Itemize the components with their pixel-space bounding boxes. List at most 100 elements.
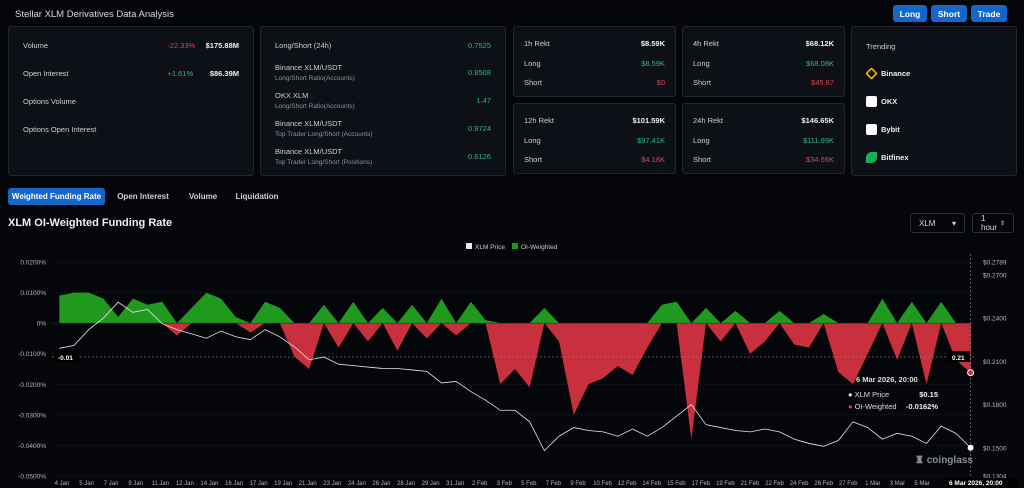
options-volume-row: Options Volume <box>23 97 239 106</box>
x-tick: 10 Feb <box>593 481 612 487</box>
x-tick: 26 Feb <box>814 481 833 487</box>
y-left-tick: 0.0100% <box>20 290 46 297</box>
short-button[interactable]: Short <box>931 5 967 22</box>
x-tick: 26 Jan <box>372 481 390 487</box>
label: Binance XLM/USDT <box>275 119 343 128</box>
crosshair-x-label: 6 Mar 2026, 20:00 <box>949 480 1003 487</box>
tab-liquidation[interactable]: Liquidation <box>235 192 279 201</box>
trending-okx[interactable]: OKX <box>866 96 897 107</box>
y-left-tick: 0% <box>37 321 47 328</box>
ratio-row: OKX XLM Long/Short Ratio(Accounts) 1.47 <box>275 91 491 110</box>
rekt-total: $8.59K <box>640 39 665 48</box>
short-label: Short <box>693 155 711 164</box>
x-tick: 9 Feb <box>570 481 586 487</box>
x-tick: 22 Feb <box>765 481 784 487</box>
x-tick: 15 Feb <box>667 481 686 487</box>
value: 1.47 <box>476 96 491 105</box>
long-label: Long <box>524 136 541 145</box>
rekt-total: $68.12K <box>805 39 834 48</box>
rekt-card: 1h Rekt $8.59K Long $8.59K Short $0 <box>513 26 676 97</box>
x-tick: 5 Mar <box>914 481 929 487</box>
sublabel: Long/Short Ratio(Accounts) <box>275 75 355 82</box>
x-tick: 14 Feb <box>642 481 661 487</box>
y-right-tick: $0.1500 <box>983 445 1007 452</box>
open-interest-row: Open Interest +1.61% $86.39M <box>23 69 239 78</box>
interval-select[interactable]: 1 hour ⇕ <box>972 213 1014 233</box>
long-button[interactable]: Long <box>893 5 927 22</box>
long-label: Long <box>693 59 710 68</box>
value: $175.88M <box>205 41 239 50</box>
x-tick: 9 Jan <box>128 481 143 487</box>
x-tick: 7 Feb <box>546 481 562 487</box>
rekt-long: $8.59K <box>641 59 665 68</box>
x-tick: 23 Jan <box>323 481 341 487</box>
ratios-card: Long/Short (24h) 0.7525 Binance XLM/USDT L… <box>260 26 506 176</box>
rekt-total: $101.59K <box>632 116 665 125</box>
x-tick: 12 Jan <box>176 481 194 487</box>
exchange-name: Bitfinex <box>881 153 909 162</box>
bitfinex-icon <box>866 152 877 163</box>
rekt-short: $34.66K <box>806 155 834 164</box>
x-tick: 16 Jan <box>225 481 243 487</box>
rekt-title: 1h Rekt <box>524 39 550 48</box>
symbol-select[interactable]: XLM ▾ <box>910 213 965 233</box>
tab-open-interest[interactable]: Open Interest <box>117 192 169 201</box>
rate-point <box>967 369 975 377</box>
funding-negative-area <box>59 323 971 440</box>
tab-weighted-funding-rate[interactable]: Weighted Funding Rate <box>8 188 105 205</box>
label: Volume <box>23 41 49 50</box>
coinglass-watermark: ♜ coinglass <box>915 455 973 466</box>
x-tick: 19 Feb <box>716 481 735 487</box>
rekt-long: $111.99K <box>803 136 834 145</box>
tooltip-price-label: XLM Price <box>854 390 890 399</box>
x-tick: 24 Feb <box>790 481 809 487</box>
y-left-tick: -0.0500% <box>18 474 46 481</box>
label: OKX XLM <box>275 91 309 100</box>
x-tick: 12 Feb <box>618 481 637 487</box>
y-left-tick: -0.0400% <box>18 443 46 450</box>
rekt-card: 24h Rekt $146.65K Long $111.99K Short $34.6… <box>682 103 845 174</box>
rekt-card: 4h Rekt $68.12K Long $68.08K Short $45.87 <box>682 26 845 97</box>
trending-bitfinex[interactable]: Bitfinex <box>866 152 909 163</box>
trade-button[interactable]: Trade <box>971 5 1007 22</box>
ratio-row: Binance XLM/USDT Top Trader Long/Short (P… <box>275 147 491 166</box>
x-tick: 7 Jan <box>104 481 119 487</box>
x-tick: 2 Feb <box>472 481 488 487</box>
value: 0.6126 <box>468 152 491 161</box>
crosshair-left-label: -0.01 <box>58 355 73 362</box>
tab-volume[interactable]: Volume <box>188 192 218 201</box>
x-tick: 28 Jan <box>397 481 415 487</box>
funding-rate-chart[interactable]: XLM Price OI-Weighted 0.0200% 0.0100% 0% -0.0… <box>0 238 1024 488</box>
y-left-tick: -0.0300% <box>18 412 46 419</box>
funding-positive-area <box>59 292 971 324</box>
sublabel: Top Trader Long/Short (Accounts) <box>275 131 373 138</box>
y-left-tick: 0.0200% <box>20 260 46 267</box>
coinglass-logo-icon: ♜ <box>915 455 924 466</box>
trending-title: Trending <box>866 42 896 51</box>
crosshair-x-box <box>946 478 1018 488</box>
x-tick: 5 Jan <box>79 481 94 487</box>
x-tick: 21 Jan <box>299 481 317 487</box>
rekt-title: 24h Rekt <box>693 116 724 125</box>
x-tick: 4 Jan <box>55 481 70 487</box>
ratio-row: Binance XLM/USDT Top Trader Long/Short (A… <box>275 119 491 138</box>
x-tick: 3 Mar <box>890 481 905 487</box>
rekt-title: 4h Rekt <box>693 39 719 48</box>
short-label: Short <box>693 78 711 87</box>
y-right-tick: $0.2789 <box>983 260 1007 267</box>
change: -22.33% <box>167 41 196 50</box>
exchange-name: Bybit <box>881 125 900 134</box>
tooltip-price: $0.15 <box>919 390 938 399</box>
trending-binance[interactable]: Binance <box>865 67 911 80</box>
y-left-tick: -0.0100% <box>18 351 46 358</box>
exchange-name: Binance <box>881 69 911 78</box>
label: Options Volume <box>23 97 76 106</box>
value: 0.7525 <box>468 41 491 50</box>
change: +1.61% <box>167 69 194 78</box>
trending-bybit[interactable]: Bybit <box>866 124 900 135</box>
label: Binance XLM/USDT <box>275 147 343 156</box>
x-tick: 31 Jan <box>446 481 464 487</box>
x-tick: 19 Jan <box>274 481 292 487</box>
rekt-total: $146.65K <box>801 116 834 125</box>
volume-row: Volume -22.33% $175.88M <box>23 41 239 50</box>
